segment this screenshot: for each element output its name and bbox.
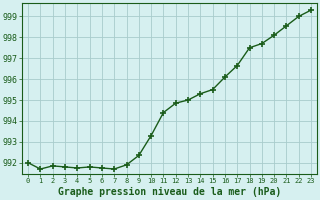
X-axis label: Graphe pression niveau de la mer (hPa): Graphe pression niveau de la mer (hPa) — [58, 187, 281, 197]
